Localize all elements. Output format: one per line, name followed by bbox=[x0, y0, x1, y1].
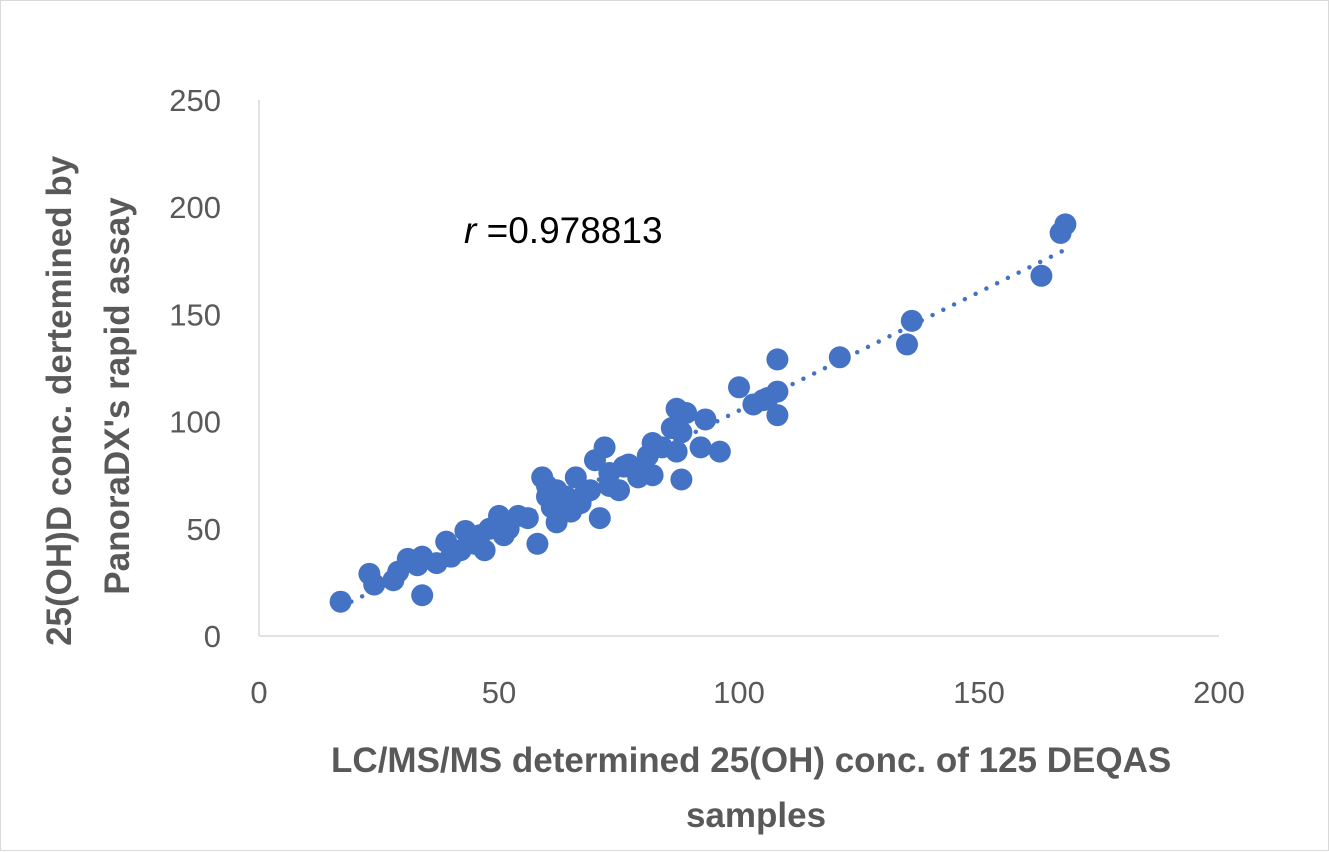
y-tick-labels: 0 50 100 150 200 250 bbox=[169, 83, 221, 654]
data-point bbox=[675, 402, 698, 425]
y-axis-title: 25(OH)D conc. dertemined by PanoraDX's r… bbox=[40, 146, 137, 646]
data-point bbox=[665, 440, 688, 463]
y-tick-label: 200 bbox=[169, 190, 221, 225]
data-point bbox=[900, 309, 923, 332]
data-point bbox=[728, 376, 750, 399]
data-point bbox=[766, 404, 789, 427]
data-point bbox=[670, 421, 693, 444]
data-point bbox=[588, 507, 611, 530]
x-axis-title-line-2: samples bbox=[686, 796, 826, 835]
y-axis-title-line-1: 25(OH)D conc. dertemined by bbox=[40, 155, 79, 646]
data-point bbox=[828, 346, 851, 369]
data-point bbox=[608, 479, 630, 502]
data-point bbox=[766, 348, 789, 371]
y-tick-label: 250 bbox=[169, 83, 221, 118]
y-tick-label: 50 bbox=[187, 512, 221, 547]
x-tick-label: 50 bbox=[482, 675, 516, 710]
data-point bbox=[526, 532, 549, 555]
data-points bbox=[329, 213, 1077, 613]
data-point bbox=[593, 436, 616, 459]
data-point bbox=[329, 590, 352, 613]
data-point bbox=[766, 380, 789, 403]
data-point bbox=[579, 479, 602, 502]
x-axis-title: LC/MS/MS determined 25(OH) conc. of 125 … bbox=[331, 741, 1181, 835]
axes bbox=[258, 100, 1219, 637]
x-tick-label: 200 bbox=[1193, 675, 1245, 710]
x-tick-label: 100 bbox=[713, 675, 765, 710]
data-point bbox=[689, 436, 712, 459]
data-point bbox=[411, 584, 434, 607]
data-point bbox=[516, 507, 539, 530]
correlation-value: =0.978813 bbox=[476, 210, 662, 251]
data-point bbox=[694, 408, 717, 431]
data-point bbox=[1054, 213, 1077, 236]
data-point bbox=[670, 468, 693, 491]
y-tick-label: 150 bbox=[169, 297, 221, 332]
correlation-annotation: r =0.978813 bbox=[464, 210, 663, 251]
data-point bbox=[473, 539, 496, 562]
data-point bbox=[363, 573, 386, 596]
data-point bbox=[641, 464, 664, 487]
data-point bbox=[708, 440, 731, 463]
data-point bbox=[1030, 264, 1053, 287]
x-tick-label: 150 bbox=[953, 675, 1005, 710]
x-tick-labels: 0 50 100 150 200 bbox=[250, 675, 1244, 710]
x-axis-title-line-1: LC/MS/MS determined 25(OH) conc. of 125 … bbox=[331, 741, 1171, 780]
y-tick-label: 100 bbox=[169, 405, 221, 440]
data-point bbox=[896, 333, 918, 356]
correlation-symbol: r bbox=[464, 210, 478, 251]
y-tick-label: 0 bbox=[204, 619, 221, 654]
x-tick-label: 0 bbox=[250, 675, 267, 710]
y-axis-title-line-2: PanoraDX's rapid assay bbox=[98, 197, 137, 595]
